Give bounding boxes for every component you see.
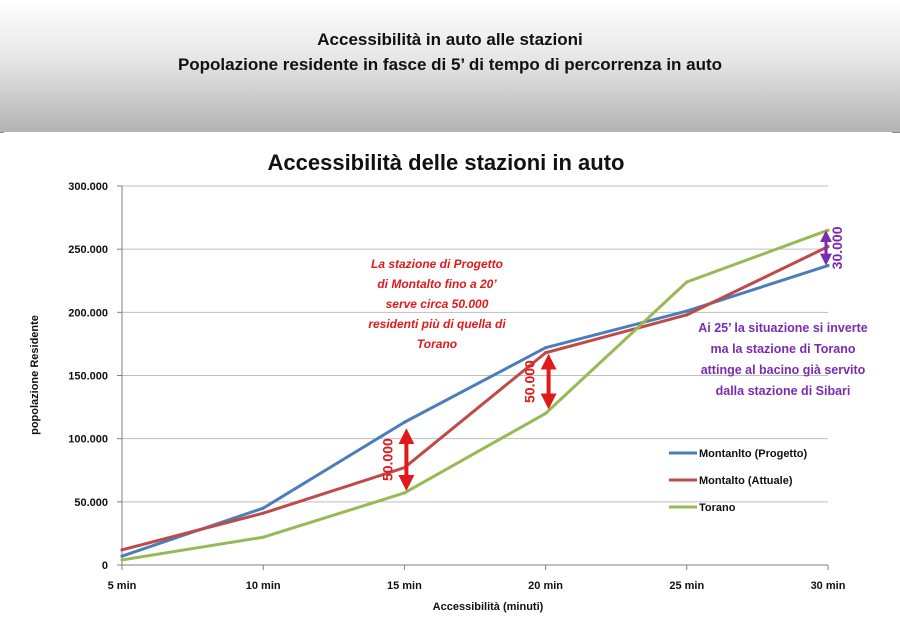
annotation-red-line: serve circa 50.000 [386,297,489,311]
x-tick-label: 20 min [528,580,563,592]
annotation-red-line: La stazione di Progetto [371,257,503,271]
data-point [120,548,124,552]
legend-item-montalto-progetto: Montanlto (Progetto) [699,448,807,460]
data-point [544,346,548,350]
annotation-purple-line: attinge al bacino già servito [701,363,866,377]
y-tick-label: 250.000 [68,244,108,256]
data-point [544,411,548,415]
x-tick-label: 30 min [811,580,846,592]
x-tick-label: 25 min [669,580,704,592]
y-tick-label: 300.000 [68,181,108,193]
y-tick-label: 50.000 [74,497,108,509]
data-point [685,313,689,317]
annotation-purple-line: ma la stazione di Torano [711,342,856,356]
y-tick-label: 100.000 [68,434,108,446]
data-point [261,511,265,515]
y-tick-label: 200.000 [68,307,108,319]
y-tick-label: 0 [102,560,108,572]
data-point [120,558,124,562]
data-point [120,554,124,558]
y-tick-label: 150.000 [68,371,108,383]
data-point [402,420,406,424]
annotation-purple-line: dalla stazione di Sibari [716,384,851,398]
difference-arrow-30min-label: 30.000 [829,226,845,269]
x-axis-title: Accessibilità (minuti) [433,601,544,613]
x-tick-label: 10 min [246,580,281,592]
legend-item-torano: Torano [699,502,736,514]
series-line-montalto-attuale [121,245,829,552]
data-point [261,506,265,510]
x-tick-label: 5 min [108,580,137,592]
annotation-red-line: Torano [417,337,457,351]
x-tick-label: 15 min [387,580,422,592]
slide-title: Accessibilità in auto alle stazioni [317,30,583,49]
data-point [261,535,265,539]
data-point [544,351,548,355]
annotation-red-line: di Montalto fino a 20’ [377,277,497,291]
data-point [685,309,689,313]
data-point [402,491,406,495]
annotation-red-line: residenti più di quella di [368,317,506,331]
difference-arrow-15min-label: 50.000 [379,438,395,481]
slide-subtitle: Popolazione residente in fasce di 5’ di … [177,55,723,74]
y-axis-title: popolazione Residente [29,315,41,435]
slide-header: Accessibilità in auto alle stazioni Popo… [0,0,900,132]
difference-arrow-20min-label: 50.000 [522,360,538,403]
annotation-purple-line: Ai 25’ la situazione si inverte [698,321,868,335]
legend-item-montalto-attuale: Montalto (Attuale) [699,475,793,487]
chart-title: Accessibilità delle stazioni in auto [268,150,625,175]
series-line-torano [121,228,829,562]
data-point [685,280,689,284]
